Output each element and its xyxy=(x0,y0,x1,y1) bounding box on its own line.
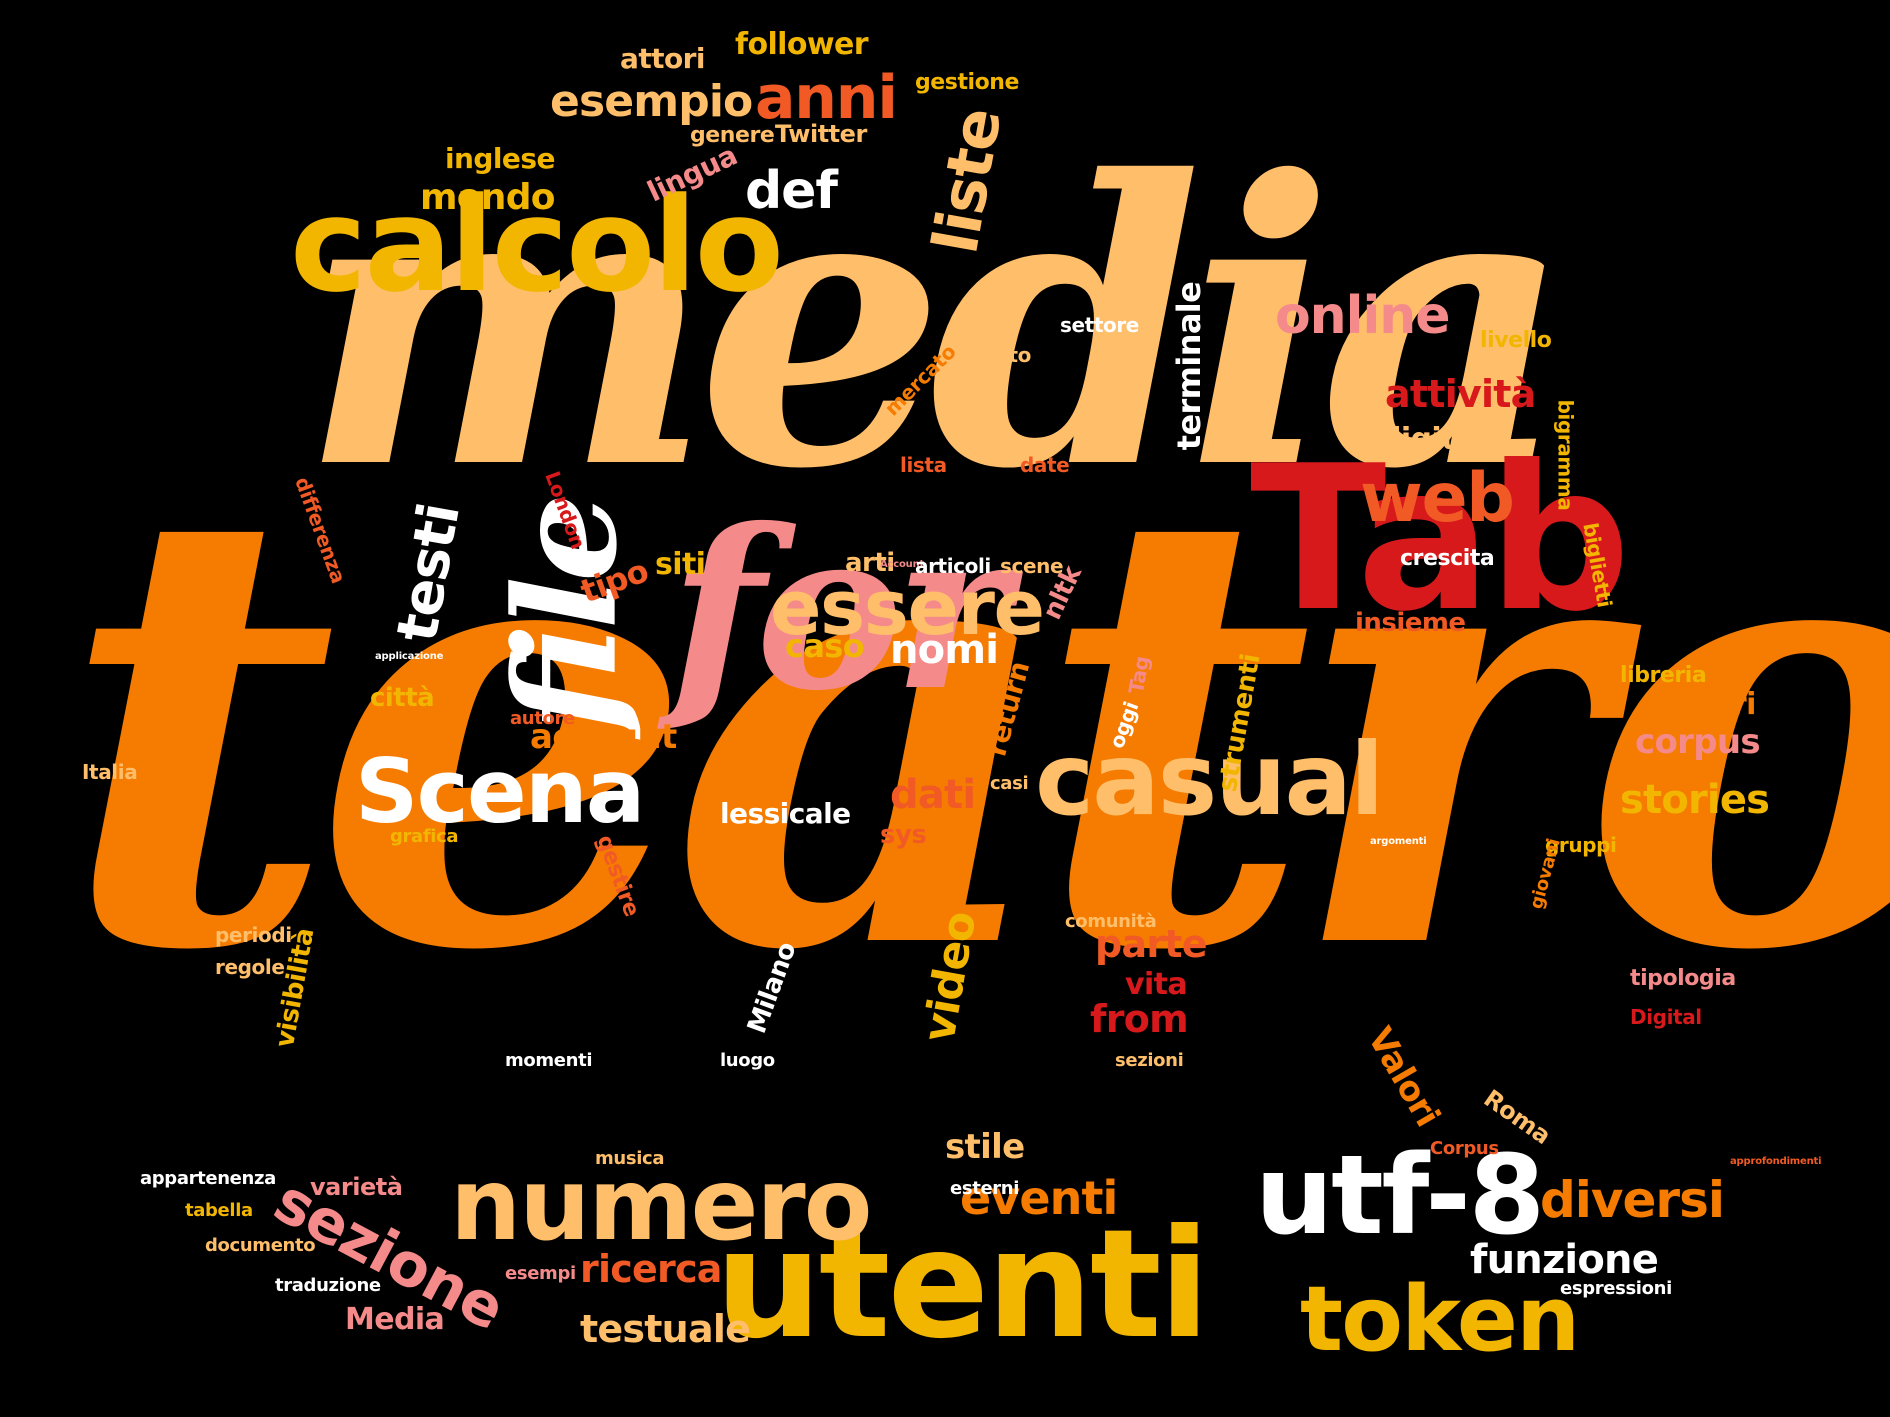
word-online: online xyxy=(1275,286,1450,346)
word-funzione: funzione xyxy=(1470,1237,1659,1283)
word-utenti: utenti xyxy=(715,1198,1210,1372)
word-casual: casual xyxy=(1035,721,1384,838)
word-stile: stile xyxy=(945,1127,1025,1167)
word-esterni: esterni xyxy=(950,1178,1020,1199)
word-tabella: tabella xyxy=(185,1200,253,1221)
word-crescita: crescita xyxy=(1400,546,1495,571)
word-italia: Italia xyxy=(82,760,138,784)
word-twitter: Twitter xyxy=(775,120,867,148)
word-luogo: luogo xyxy=(720,1050,775,1071)
word-vita: vita xyxy=(1125,967,1188,1002)
word-parte: parte xyxy=(1095,922,1207,966)
word-numero: numero xyxy=(450,1146,872,1263)
word-corpus: corpus xyxy=(1635,722,1761,762)
word-digitale: digitale xyxy=(1380,422,1505,457)
word-from: from xyxy=(1090,997,1189,1041)
word-account: account xyxy=(530,717,677,757)
word-attori: attori xyxy=(620,42,706,75)
word-terminale: terminale xyxy=(1170,281,1209,451)
word-livello: livello xyxy=(1480,328,1552,353)
word-token: token xyxy=(1300,1267,1580,1372)
word-testuale: testuale xyxy=(580,1307,751,1351)
word-oggetto: oggetto xyxy=(945,343,1031,367)
word-teatro: teatro xyxy=(60,377,1890,1082)
word-espressioni: espressioni xyxy=(1560,1278,1672,1299)
word-inglese: inglese xyxy=(445,142,555,175)
word-dati: dati xyxy=(890,772,976,818)
word-musica: musica xyxy=(595,1148,665,1169)
word-argomenti: argomenti xyxy=(1370,836,1427,847)
word-for: for xyxy=(670,480,1010,739)
word-casi: casi xyxy=(990,773,1029,794)
word-bigramma: bigramma xyxy=(1553,399,1578,511)
word-diversi: diversi xyxy=(1540,1171,1725,1229)
word-def: def xyxy=(745,161,838,221)
word-articoli: articoli xyxy=(915,554,991,578)
word-anni: anni xyxy=(755,63,898,133)
word-documento: documento xyxy=(205,1235,316,1256)
word-esempio: esempio xyxy=(550,76,753,127)
word-media-small: Media xyxy=(345,1302,445,1337)
word-sys: sys xyxy=(880,820,927,850)
word-tag: Tag xyxy=(1123,654,1154,696)
word-periodi: periodi xyxy=(215,923,292,947)
word-essere: essere xyxy=(770,563,1045,652)
word-date: date xyxy=(1020,453,1070,477)
word-grafica: grafica xyxy=(390,826,459,847)
word-media: media xyxy=(300,96,1572,554)
word-caso: caso xyxy=(785,627,865,665)
word-siti: siti xyxy=(655,547,706,582)
word-esempi: esempi xyxy=(505,1263,576,1284)
word-settore: settore xyxy=(1060,313,1139,337)
word-stories: stories xyxy=(1620,777,1770,823)
word-lista: lista xyxy=(900,453,947,477)
word-follower: follower xyxy=(735,27,869,62)
word-insieme: insieme xyxy=(1355,608,1466,638)
word-libreria: libreria xyxy=(1620,663,1707,688)
word-applicazione: applicazione xyxy=(375,651,444,662)
word-calcolo: calcolo xyxy=(290,169,784,321)
word-scene: scene xyxy=(1000,554,1064,578)
word-ricerca: ricerca xyxy=(580,1247,722,1291)
word-citta: città xyxy=(370,683,435,713)
word-gestione: gestione xyxy=(915,70,1019,95)
word-tipologia: tipologia xyxy=(1630,966,1736,991)
word-approfondimenti: approfondimenti xyxy=(1730,1156,1822,1167)
word-mondo: mondo xyxy=(420,177,556,218)
word-teatri: teatri xyxy=(1665,687,1756,722)
word-web: web xyxy=(1360,459,1515,538)
word-regole: regole xyxy=(215,955,285,979)
word-utf8: utf-8 xyxy=(1255,1131,1545,1259)
word-appartenenza: appartenenza xyxy=(140,1168,276,1189)
word-digital: Digital xyxy=(1630,1005,1702,1029)
word-nomi: nomi xyxy=(890,627,999,673)
word-autore: autore xyxy=(510,708,575,729)
word-scena: Scena xyxy=(355,740,645,843)
word-arti: arti xyxy=(845,548,895,578)
word-varieta: varietà xyxy=(310,1173,403,1201)
word-corpus-small: Corpus xyxy=(1430,1138,1499,1159)
word-lessicale: lessicale xyxy=(720,797,851,830)
word-momenti: momenti xyxy=(505,1050,593,1071)
word-gruppi: gruppi xyxy=(1545,833,1617,857)
word-sezioni: sezioni xyxy=(1115,1050,1184,1071)
word-comunita: comunità xyxy=(1065,911,1157,932)
word-traduzione: traduzione xyxy=(275,1275,381,1296)
word-account-small: Account xyxy=(880,559,925,570)
word-eventi: eventi xyxy=(960,1171,1118,1225)
word-genere: genere xyxy=(690,123,775,148)
word-attivita: attività xyxy=(1385,372,1536,416)
word-tab: Tab xyxy=(1250,423,1631,656)
